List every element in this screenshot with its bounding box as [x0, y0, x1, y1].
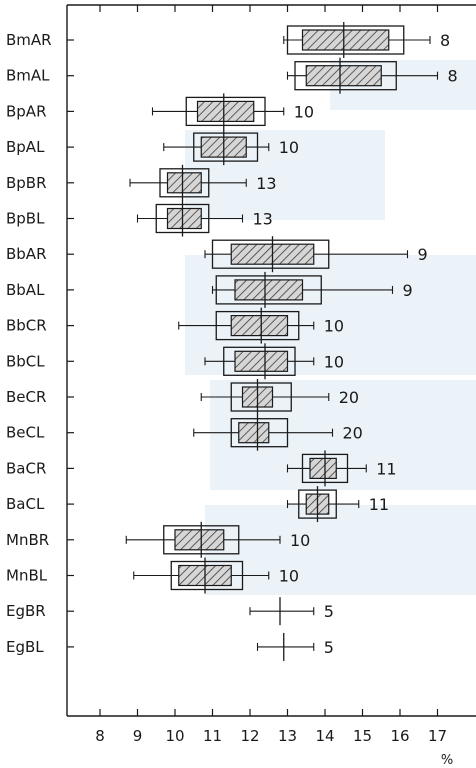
x-tick-label: 14 — [315, 727, 334, 745]
x-tick-label: 11 — [203, 727, 222, 745]
category-label: BpBR — [6, 174, 47, 192]
sample-size-label: 13 — [256, 174, 276, 193]
category-label: BmAR — [6, 31, 52, 49]
x-tick-label: 10 — [165, 727, 184, 745]
row-bpal: BpAL 10 — [6, 129, 299, 166]
sample-size-label: 8 — [448, 67, 458, 86]
category-label: BbAR — [6, 245, 47, 263]
outer-box — [294, 61, 397, 91]
row-bbar: BbAR 9 — [6, 236, 428, 273]
outer-box — [211, 239, 330, 269]
inner-hatched-box — [196, 100, 255, 123]
category-label: MnBL — [6, 567, 48, 585]
category-label: BeCR — [6, 388, 46, 406]
row-mnbr: MnBR 10 — [6, 521, 310, 558]
category-label: EgBR — [6, 602, 46, 620]
inner-hatched-box — [238, 422, 270, 444]
x-tick-label: 17 — [428, 727, 447, 745]
x-axis-unit-label: % — [441, 753, 453, 768]
row-bpbr: BpBR 13 — [6, 164, 277, 201]
category-label: MnBR — [6, 531, 49, 549]
sample-size-label: 9 — [403, 281, 413, 300]
sample-size-label: 20 — [343, 424, 363, 443]
watermark-shape — [205, 505, 476, 595]
x-tick-label: 9 — [133, 727, 143, 745]
category-label: BaCL — [6, 495, 45, 513]
row-bmar: BmAR 8 — [6, 22, 450, 58]
category-label: BpAL — [6, 138, 45, 156]
category-label: BaCR — [6, 459, 46, 477]
outer-box — [193, 132, 259, 162]
sample-size-label: 11 — [369, 495, 389, 514]
category-label: BpAR — [6, 102, 47, 120]
sample-size-label: 10 — [294, 102, 314, 121]
x-tick-label: 8 — [95, 727, 105, 745]
x-tick-label: 12 — [240, 727, 259, 745]
background-watermark — [185, 60, 476, 595]
inner-hatched-box — [301, 29, 390, 51]
sample-size-label: 8 — [440, 31, 450, 50]
category-label: BbCL — [6, 352, 45, 370]
row-bbcl: BbCL 10 — [6, 343, 344, 380]
sample-size-label: 10 — [324, 317, 344, 336]
inner-hatched-box — [234, 279, 304, 301]
x-tick-label: 13 — [278, 727, 297, 745]
row-becr: BeCR 20 — [6, 379, 359, 415]
category-label: BmAL — [6, 67, 50, 85]
sample-size-label: 13 — [253, 210, 273, 229]
outer-box — [230, 418, 289, 448]
row-egbr: EgBR 5 — [6, 597, 334, 626]
row-becl: BeCL 20 — [6, 414, 363, 451]
sample-size-label: 5 — [324, 602, 334, 621]
sample-size-label: 11 — [376, 459, 396, 478]
row-mnbl: MnBL 10 — [6, 557, 299, 594]
sample-size-label: 5 — [324, 638, 334, 657]
row-egbl: EgBL 5 — [6, 632, 334, 661]
inner-hatched-box — [174, 529, 225, 551]
sample-size-label: 10 — [279, 138, 299, 157]
sample-size-label: 10 — [290, 531, 310, 550]
inner-hatched-box — [234, 350, 289, 372]
category-label: BbAL — [6, 281, 45, 299]
sample-size-label: 9 — [418, 245, 428, 264]
row-bmal: BmAL 8 — [6, 57, 458, 94]
row-bpbl: BpBL 13 — [6, 200, 273, 237]
inner-hatched-box — [305, 65, 382, 87]
outer-box — [230, 382, 292, 412]
watermark-shape — [185, 255, 476, 375]
row-bpar: BpAR 10 — [6, 93, 314, 130]
inner-hatched-box — [309, 457, 337, 479]
outer-box — [185, 96, 266, 127]
inner-hatched-box — [230, 315, 289, 337]
outer-box — [215, 310, 300, 341]
sample-size-label: 10 — [324, 352, 344, 371]
x-tick-label: 16 — [390, 727, 409, 745]
outer-box — [215, 275, 322, 305]
category-label: BeCL — [6, 424, 45, 442]
inner-hatched-box — [166, 172, 202, 194]
category-label: BbCR — [6, 317, 47, 335]
outer-box — [223, 346, 296, 376]
outer-box — [286, 25, 405, 55]
outer-box — [159, 168, 210, 198]
sample-size-label: 20 — [339, 388, 359, 407]
x-tick-label: 15 — [353, 727, 372, 745]
inner-hatched-box — [166, 207, 202, 230]
row-bbcr: BbCR 10 — [6, 307, 344, 344]
category-label: EgBL — [6, 638, 44, 656]
row-bacr: BaCR 11 — [6, 450, 397, 487]
row-bacl: BaCL 11 — [6, 486, 389, 523]
category-label: BpBL — [6, 210, 45, 228]
row-bbal: BbAL 9 — [6, 271, 413, 308]
outer-box — [170, 560, 244, 591]
sample-size-label: 10 — [279, 567, 299, 586]
